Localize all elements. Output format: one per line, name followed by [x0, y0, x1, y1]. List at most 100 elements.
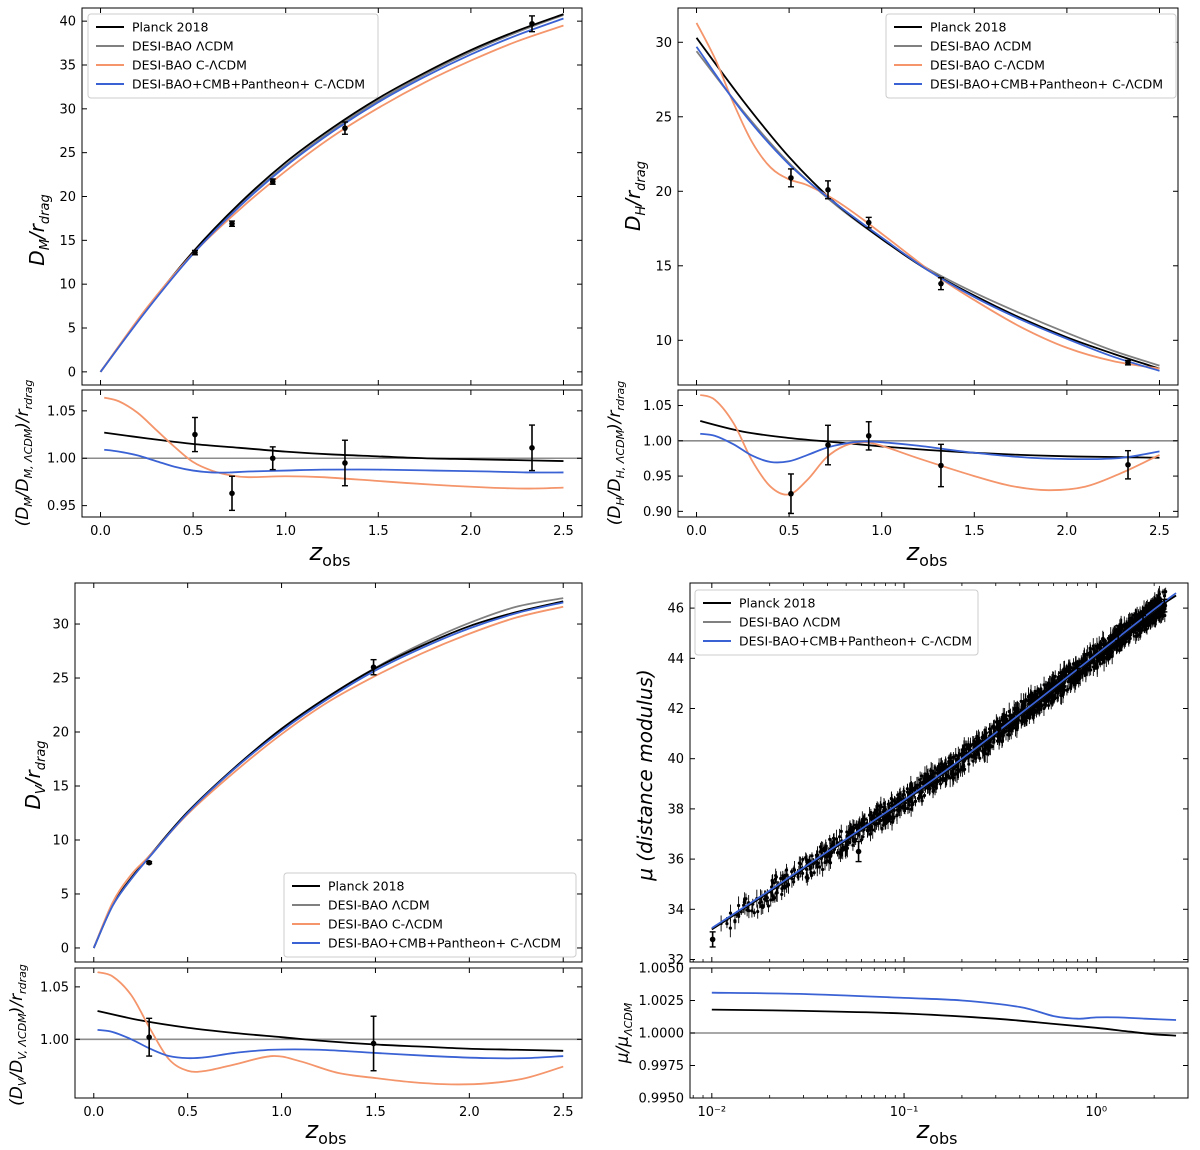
- sn-point: [913, 799, 918, 803]
- sn-point: [889, 801, 893, 805]
- sn-point: [869, 817, 874, 822]
- sn-point: [763, 897, 767, 901]
- dh-ylabel: DH/rdrag: [621, 161, 649, 231]
- mu-point: [709, 936, 716, 943]
- sn-point: [972, 739, 976, 743]
- sn-point: [1147, 621, 1151, 625]
- dm_ratio-point: [529, 445, 535, 451]
- sn-point: [804, 856, 808, 860]
- sn-point: [792, 880, 796, 884]
- mu-xlabel: zobs: [916, 1116, 958, 1148]
- sn-point: [838, 851, 842, 855]
- dm-data: [99, 13, 564, 373]
- dv-line-desi_clcdm: [92, 605, 564, 949]
- dm-ytick-label: 0: [68, 365, 76, 380]
- dv-ytick-label: 25: [52, 672, 69, 687]
- sn-point: [1066, 680, 1070, 684]
- sn-point: [818, 845, 823, 849]
- sn-point: [951, 755, 956, 759]
- sn-point: [1158, 599, 1162, 604]
- dh_ratio-point: [865, 433, 872, 439]
- sn-point: [832, 841, 836, 845]
- sn-point: [965, 743, 969, 747]
- sn-point: [949, 756, 953, 760]
- sn-point: [772, 881, 776, 885]
- sn-point: [903, 804, 907, 808]
- sn-point: [896, 793, 900, 797]
- sn-point: [1101, 637, 1105, 641]
- sn-point: [852, 823, 856, 827]
- sn-point: [728, 926, 732, 930]
- dh-legend-label-desi_lcdm: DESI-BAO ΛCDM: [930, 39, 1032, 54]
- dv-legend-label-planck: Planck 2018: [328, 879, 405, 894]
- mu_ratio-ytick-label: 0.9975: [639, 1059, 685, 1074]
- dm-point: [229, 220, 235, 227]
- dm-line-desi_clcdm: [99, 24, 564, 373]
- sn-point: [1024, 718, 1028, 722]
- sn-point: [1049, 694, 1053, 699]
- sn-point: [1056, 675, 1060, 680]
- sn-point: [1001, 730, 1005, 735]
- mu-point: [1074, 673, 1081, 679]
- sn-point: [801, 857, 805, 861]
- dv-data: [92, 597, 564, 949]
- dm_ratio-xtick-label: 2.5: [553, 524, 574, 539]
- sn-point: [812, 871, 816, 875]
- sn-point: [780, 892, 784, 897]
- sn-point: [1122, 624, 1126, 628]
- sn-point: [983, 749, 987, 753]
- dv_ratio-xtick-label: 0.0: [83, 1105, 104, 1120]
- sn-point: [931, 788, 936, 792]
- dv_ratio-xtick-label: 1.5: [365, 1105, 386, 1120]
- sn-point: [976, 741, 981, 745]
- sn-point: [987, 747, 991, 751]
- dh_ratio-xtick-label: 0.0: [686, 524, 707, 539]
- mu-ytick-label: 38: [667, 802, 684, 817]
- dv-legend-label-desi_clcdm: DESI-BAO C-ΛCDM: [328, 917, 443, 932]
- sn-point: [756, 909, 760, 914]
- sn-point: [1144, 603, 1149, 608]
- dm_ratio-point: [342, 460, 348, 466]
- mu-legend-label-combo_clcdm: DESI-BAO+CMB+Pantheon+ C-ΛCDM: [739, 634, 972, 649]
- sn-point: [868, 832, 873, 836]
- mu-plot-frame: [689, 582, 1189, 963]
- dh_ratio-line-desi_clcdm: [699, 394, 1160, 496]
- dm-point: [192, 249, 198, 256]
- mu_ratio-data: [690, 991, 1188, 1037]
- sn-point: [978, 756, 982, 760]
- sn-point: [920, 774, 924, 778]
- dv_ratio-xtick-label: 2.0: [459, 1105, 480, 1120]
- sn-point: [1020, 716, 1024, 720]
- dh_ratio-point: [938, 462, 944, 469]
- mu_ratio-line-planck: [711, 1008, 1177, 1037]
- sn-point: [886, 818, 890, 822]
- sn-point: [1058, 671, 1062, 675]
- mu-line-combo_clcdm: [711, 592, 1177, 929]
- sn-point: [1115, 648, 1119, 652]
- dh-legend: Planck 2018 DESI-BAO ΛCDM DESI-BAO C-ΛCDM D…: [885, 13, 1177, 99]
- sn-point: [1007, 729, 1011, 733]
- sn-point: [852, 837, 856, 841]
- sn-point: [805, 877, 809, 881]
- sn-point: [939, 778, 943, 782]
- sn-point: [781, 876, 785, 880]
- sn-point: [874, 811, 878, 815]
- sn-point: [1152, 599, 1156, 603]
- dm_ratio-data: [82, 396, 582, 512]
- sn-point: [818, 865, 822, 869]
- mu-point: [1115, 630, 1121, 636]
- sn-point: [1049, 701, 1053, 705]
- dh_ratio-line-combo_clcdm: [700, 432, 1160, 464]
- sn-point: [784, 868, 789, 872]
- sn-point: [733, 918, 737, 923]
- sn-point: [1039, 687, 1043, 691]
- dm_ratio-line-desi_clcdm: [103, 396, 564, 490]
- dv-ytick-label: 15: [52, 779, 69, 794]
- sn-point: [875, 807, 879, 811]
- sn-point: [867, 813, 872, 817]
- sn-point: [911, 786, 915, 791]
- dv-ytick-label: 0: [61, 941, 69, 956]
- sn-point: [1015, 727, 1019, 731]
- sn-point: [1051, 678, 1055, 683]
- dm_ratio-point: [229, 490, 235, 497]
